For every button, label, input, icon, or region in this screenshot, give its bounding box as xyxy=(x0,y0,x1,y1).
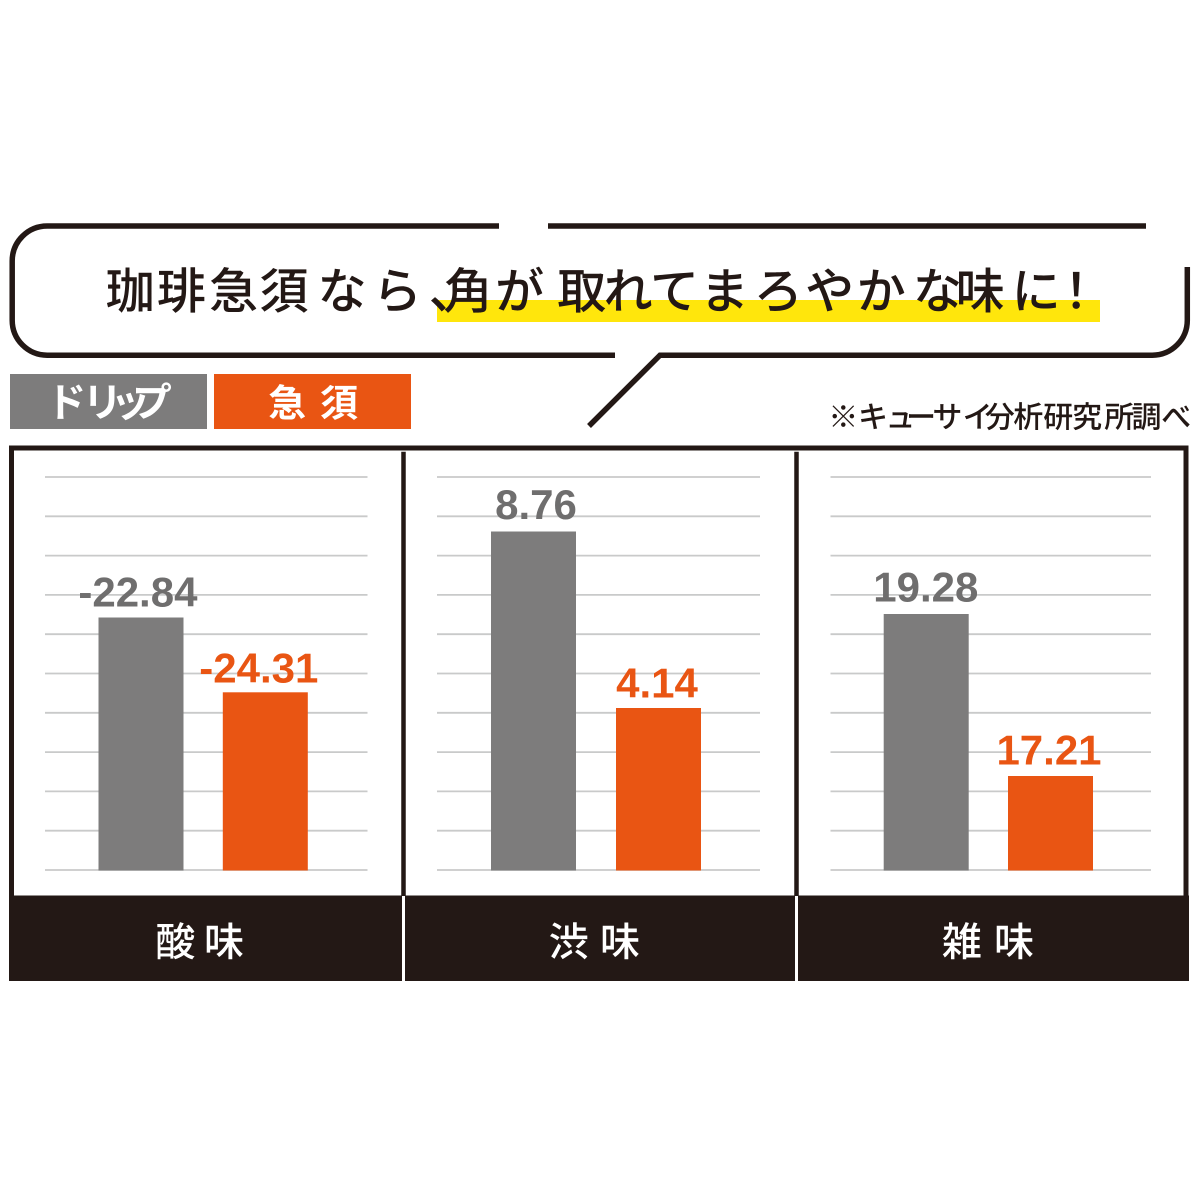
svg-text:-24.31: -24.31 xyxy=(199,645,318,692)
svg-text:8.76: 8.76 xyxy=(495,481,577,528)
svg-text:-22.84: -22.84 xyxy=(78,569,198,616)
svg-text:17.21: 17.21 xyxy=(996,727,1101,774)
svg-text:19.28: 19.28 xyxy=(873,564,978,611)
svg-text:4.14: 4.14 xyxy=(616,660,698,707)
